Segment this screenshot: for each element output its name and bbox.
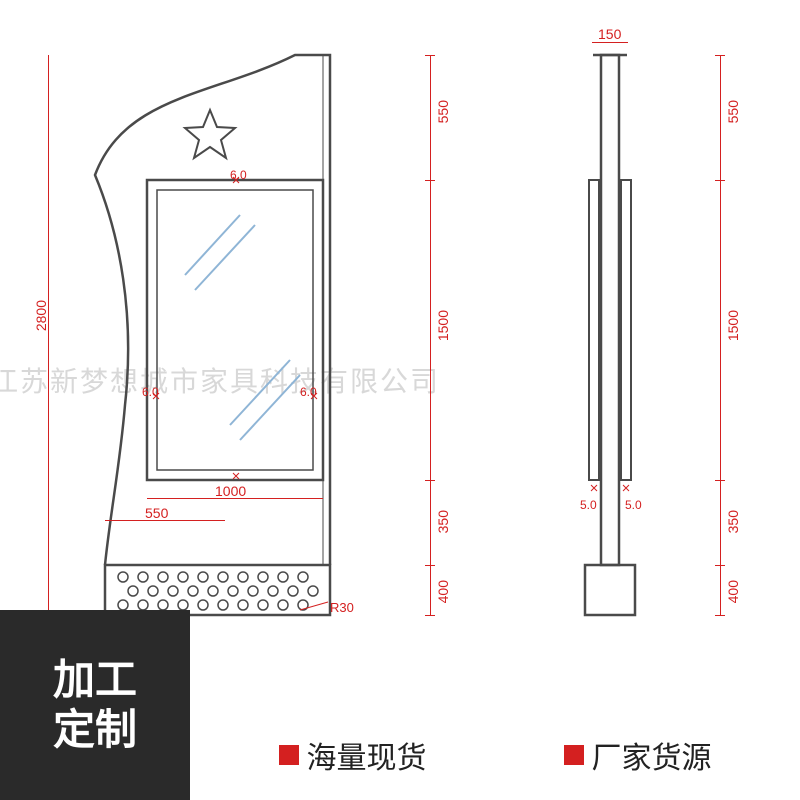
dim-550: 550 [145,505,168,521]
band-text-factory: 厂家货源 [592,733,712,777]
dim-side-5-left: 5.0 [580,498,597,512]
side-elevation [555,55,675,655]
badge-line2: 定制 [53,705,137,755]
dim-front-screen: 1500 [435,310,451,341]
front-elevation [65,55,435,655]
dim-6-right: 6.0 [300,385,317,399]
square-icon [564,745,584,765]
square-icon [279,745,299,765]
promo-band: 海量现货 厂家货源 [190,710,800,800]
dim-tick [715,480,725,481]
band-text-stock: 海量现货 [307,733,427,777]
dim-front-top: 550 [435,100,451,123]
dim-6-left: 6.0 [142,385,159,399]
dim-front-base: 400 [435,580,451,603]
dim-line [720,55,721,615]
dim-front-gap: 350 [435,510,451,533]
dim-line [430,55,431,615]
promo-badge: 加工 定制 [0,610,190,800]
dim-tick [715,55,725,56]
dim-overall-height: 2800 [33,300,49,331]
dim-r30: R30 [330,600,354,615]
band-item-factory: 厂家货源 [564,733,712,777]
dim-side-base: 400 [725,580,741,603]
dim-tick [715,565,725,566]
dim-tick [425,55,435,56]
dim-line [592,42,628,43]
badge-line1: 加工 [53,655,137,705]
dim-tick [715,615,725,616]
dim-6-top: 6.0 [230,168,247,182]
dim-tick [425,180,435,181]
dim-side-topwidth: 150 [598,26,621,42]
dim-side-top: 550 [725,100,741,123]
dim-screen-width: 1000 [215,483,246,499]
dim-side-5-right: 5.0 [625,498,642,512]
dim-side-screen: 1500 [725,310,741,341]
dim-tick [425,480,435,481]
dim-tick [425,565,435,566]
dim-line [48,55,49,615]
dim-side-gap: 350 [725,510,741,533]
dim-tick [425,615,435,616]
band-item-stock: 海量现货 [279,733,427,777]
dim-tick [715,180,725,181]
